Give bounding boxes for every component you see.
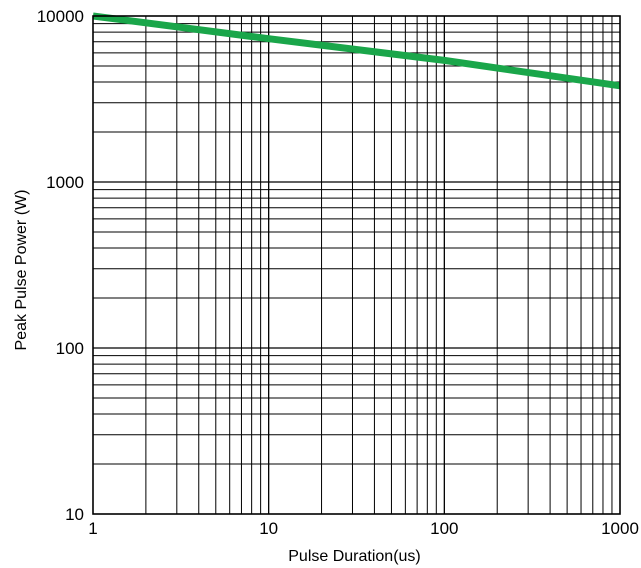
y-tick-label: 10	[65, 505, 84, 524]
x-axis-label: Pulse Duration(us)	[288, 548, 421, 565]
x-tick-label: 100	[430, 519, 458, 538]
x-tick-label: 1000	[601, 519, 639, 538]
y-tick-labels: 10 100 1000 10000	[37, 7, 84, 524]
x-tick-labels: 1 10 100 1000	[88, 519, 639, 538]
grid-lines	[93, 16, 620, 514]
x-tick-label: 1	[88, 519, 97, 538]
y-tick-label: 100	[56, 339, 84, 358]
series-lines	[92, 12, 621, 90]
y-tick-label: 1000	[46, 173, 84, 192]
y-axis-label: Peak Pulse Power (W)	[13, 190, 30, 351]
x-tick-label: 10	[259, 519, 278, 538]
y-tick-label: 10000	[37, 7, 84, 26]
plot-frame	[92, 15, 621, 515]
series-line	[92, 12, 621, 90]
